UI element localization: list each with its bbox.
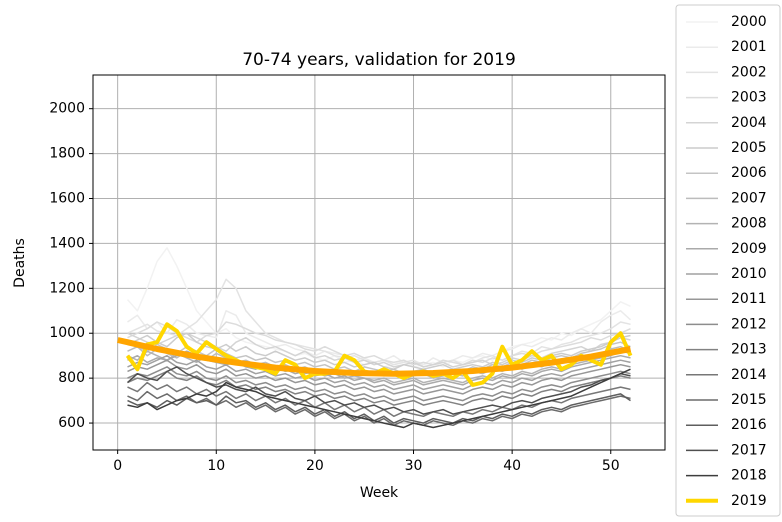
- legend-label: 2005: [731, 140, 767, 156]
- y-tick-label: 1400: [49, 235, 85, 251]
- legend-label: 2002: [731, 64, 767, 80]
- legend-label: 2000: [731, 14, 767, 30]
- y-tick-label: 1600: [49, 191, 85, 207]
- y-tick-label: 800: [58, 370, 85, 386]
- legend-label: 2019: [731, 493, 767, 509]
- legend-label: 2018: [731, 468, 767, 484]
- y-tick-label: 1200: [49, 280, 85, 296]
- legend-label: 2015: [731, 392, 767, 408]
- series-line: [127, 390, 631, 427]
- x-tick-label: 30: [405, 458, 423, 474]
- y-tick-label: 2000: [49, 101, 85, 117]
- series-line: [127, 370, 631, 406]
- y-tick-label: 600: [58, 415, 85, 431]
- x-tick-label: 20: [306, 458, 324, 474]
- legend-box: [675, 4, 781, 517]
- y-tick-label: 1000: [49, 325, 85, 341]
- legend-label: 2013: [731, 342, 767, 358]
- x-tick-label: 10: [207, 458, 225, 474]
- chart-title: 70-74 years, validation for 2019: [242, 50, 516, 70]
- series-line: [127, 366, 631, 402]
- x-axis-label: Week: [360, 485, 399, 501]
- legend-label: 2010: [731, 266, 767, 282]
- plot-area: [93, 75, 665, 450]
- legend-label: 2004: [731, 115, 767, 131]
- x-tick-label: 0: [113, 458, 122, 474]
- y-axis-label: Deaths: [12, 238, 28, 288]
- y-tick-label: 1800: [49, 146, 85, 162]
- legend-label: 2012: [731, 316, 767, 332]
- legend-label: 2011: [731, 291, 767, 307]
- legend-label: 2014: [731, 367, 767, 383]
- legend-label: 2017: [731, 442, 767, 458]
- legend-label: 2008: [731, 216, 767, 232]
- legend-label: 2009: [731, 241, 767, 257]
- series-line: [127, 359, 631, 395]
- series-line: [127, 368, 631, 429]
- legend-label: 2007: [731, 190, 767, 206]
- series-line: [117, 337, 632, 377]
- x-tick-label: 40: [503, 458, 521, 474]
- series-line: [127, 321, 631, 366]
- series-line: [127, 393, 631, 424]
- legend-label: 2006: [731, 165, 767, 181]
- series-line: [127, 354, 631, 391]
- legend-label: 2003: [731, 90, 767, 106]
- legend-label: 2001: [731, 39, 767, 55]
- series-line: [127, 278, 631, 368]
- x-tick-label: 50: [602, 458, 620, 474]
- legend-label: 2016: [731, 417, 767, 433]
- series-line: [126, 366, 631, 415]
- plot-frame: [92, 74, 666, 451]
